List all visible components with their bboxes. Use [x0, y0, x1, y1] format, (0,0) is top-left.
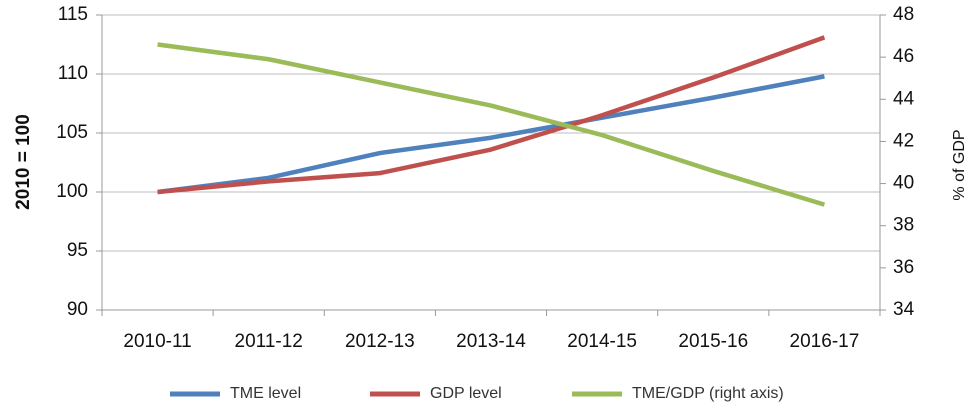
y-tick-label: 105 — [56, 122, 88, 143]
y2-tick-label: 48 — [893, 4, 914, 25]
x-tick-label: 2014-15 — [567, 331, 637, 352]
y2-tick-label: 38 — [893, 215, 914, 236]
y2-axis-label: % of GDP — [951, 129, 968, 200]
x-tick-label: 2010-11 — [123, 331, 191, 352]
y-tick-label: 110 — [58, 63, 88, 84]
series-line — [157, 42, 826, 207]
legend-label: GDP level — [430, 385, 502, 402]
y2-tick-label: 44 — [893, 88, 915, 109]
y2-tick-label: 40 — [893, 173, 914, 194]
y2-tick-label: 36 — [893, 257, 914, 278]
y-tick-label: 100 — [56, 181, 88, 202]
y-tick-label: 115 — [58, 4, 88, 25]
legend-label: TME level — [230, 385, 301, 402]
y2-tick-label: 34 — [893, 299, 915, 320]
x-tick-label: 2016-17 — [790, 331, 860, 352]
y-tick-label: 90 — [67, 299, 88, 320]
y2-tick-label: 42 — [893, 130, 914, 151]
x-tick-label: 2015-16 — [678, 331, 748, 352]
x-tick-label: 2013-14 — [456, 331, 526, 352]
series-line — [157, 35, 826, 195]
legend-label: TME/GDP (right axis) — [632, 385, 784, 402]
x-tick-label: 2012-13 — [345, 331, 415, 352]
series-line — [157, 74, 825, 195]
y2-tick-label: 46 — [893, 46, 914, 67]
y-tick-label: 95 — [67, 240, 88, 261]
x-tick-label: 2011-12 — [235, 331, 303, 352]
y-axis-label: 2010 = 100 — [13, 114, 34, 210]
